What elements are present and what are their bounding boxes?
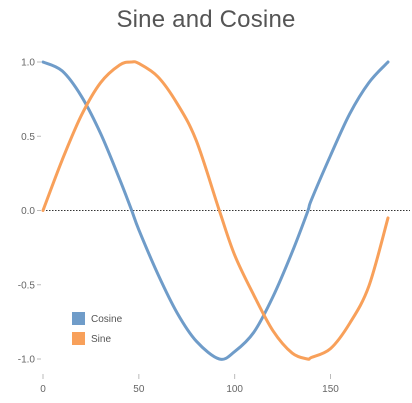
- legend-label-cosine: Cosine: [91, 314, 123, 325]
- legend-swatch-cosine: [72, 312, 85, 325]
- x-tick-label: 50: [133, 384, 145, 395]
- legend-label-sine: Sine: [91, 334, 111, 345]
- x-tick-label: 100: [226, 384, 243, 395]
- y-tick-label: 0.0: [21, 206, 35, 217]
- legend-swatch-sine: [72, 332, 85, 345]
- y-tick-label: -1.0: [18, 355, 36, 366]
- y-tick-label: 0.5: [21, 132, 35, 143]
- x-tick-label: 0: [40, 384, 46, 395]
- y-tick-label: -0.5: [18, 280, 36, 291]
- chart-title: Sine and Cosine: [116, 6, 296, 33]
- y-tick-label: 1.0: [21, 58, 35, 69]
- series-line-sine: [41, 60, 390, 361]
- series-line-cosine: [41, 60, 390, 361]
- x-tick-label: 150: [322, 384, 339, 395]
